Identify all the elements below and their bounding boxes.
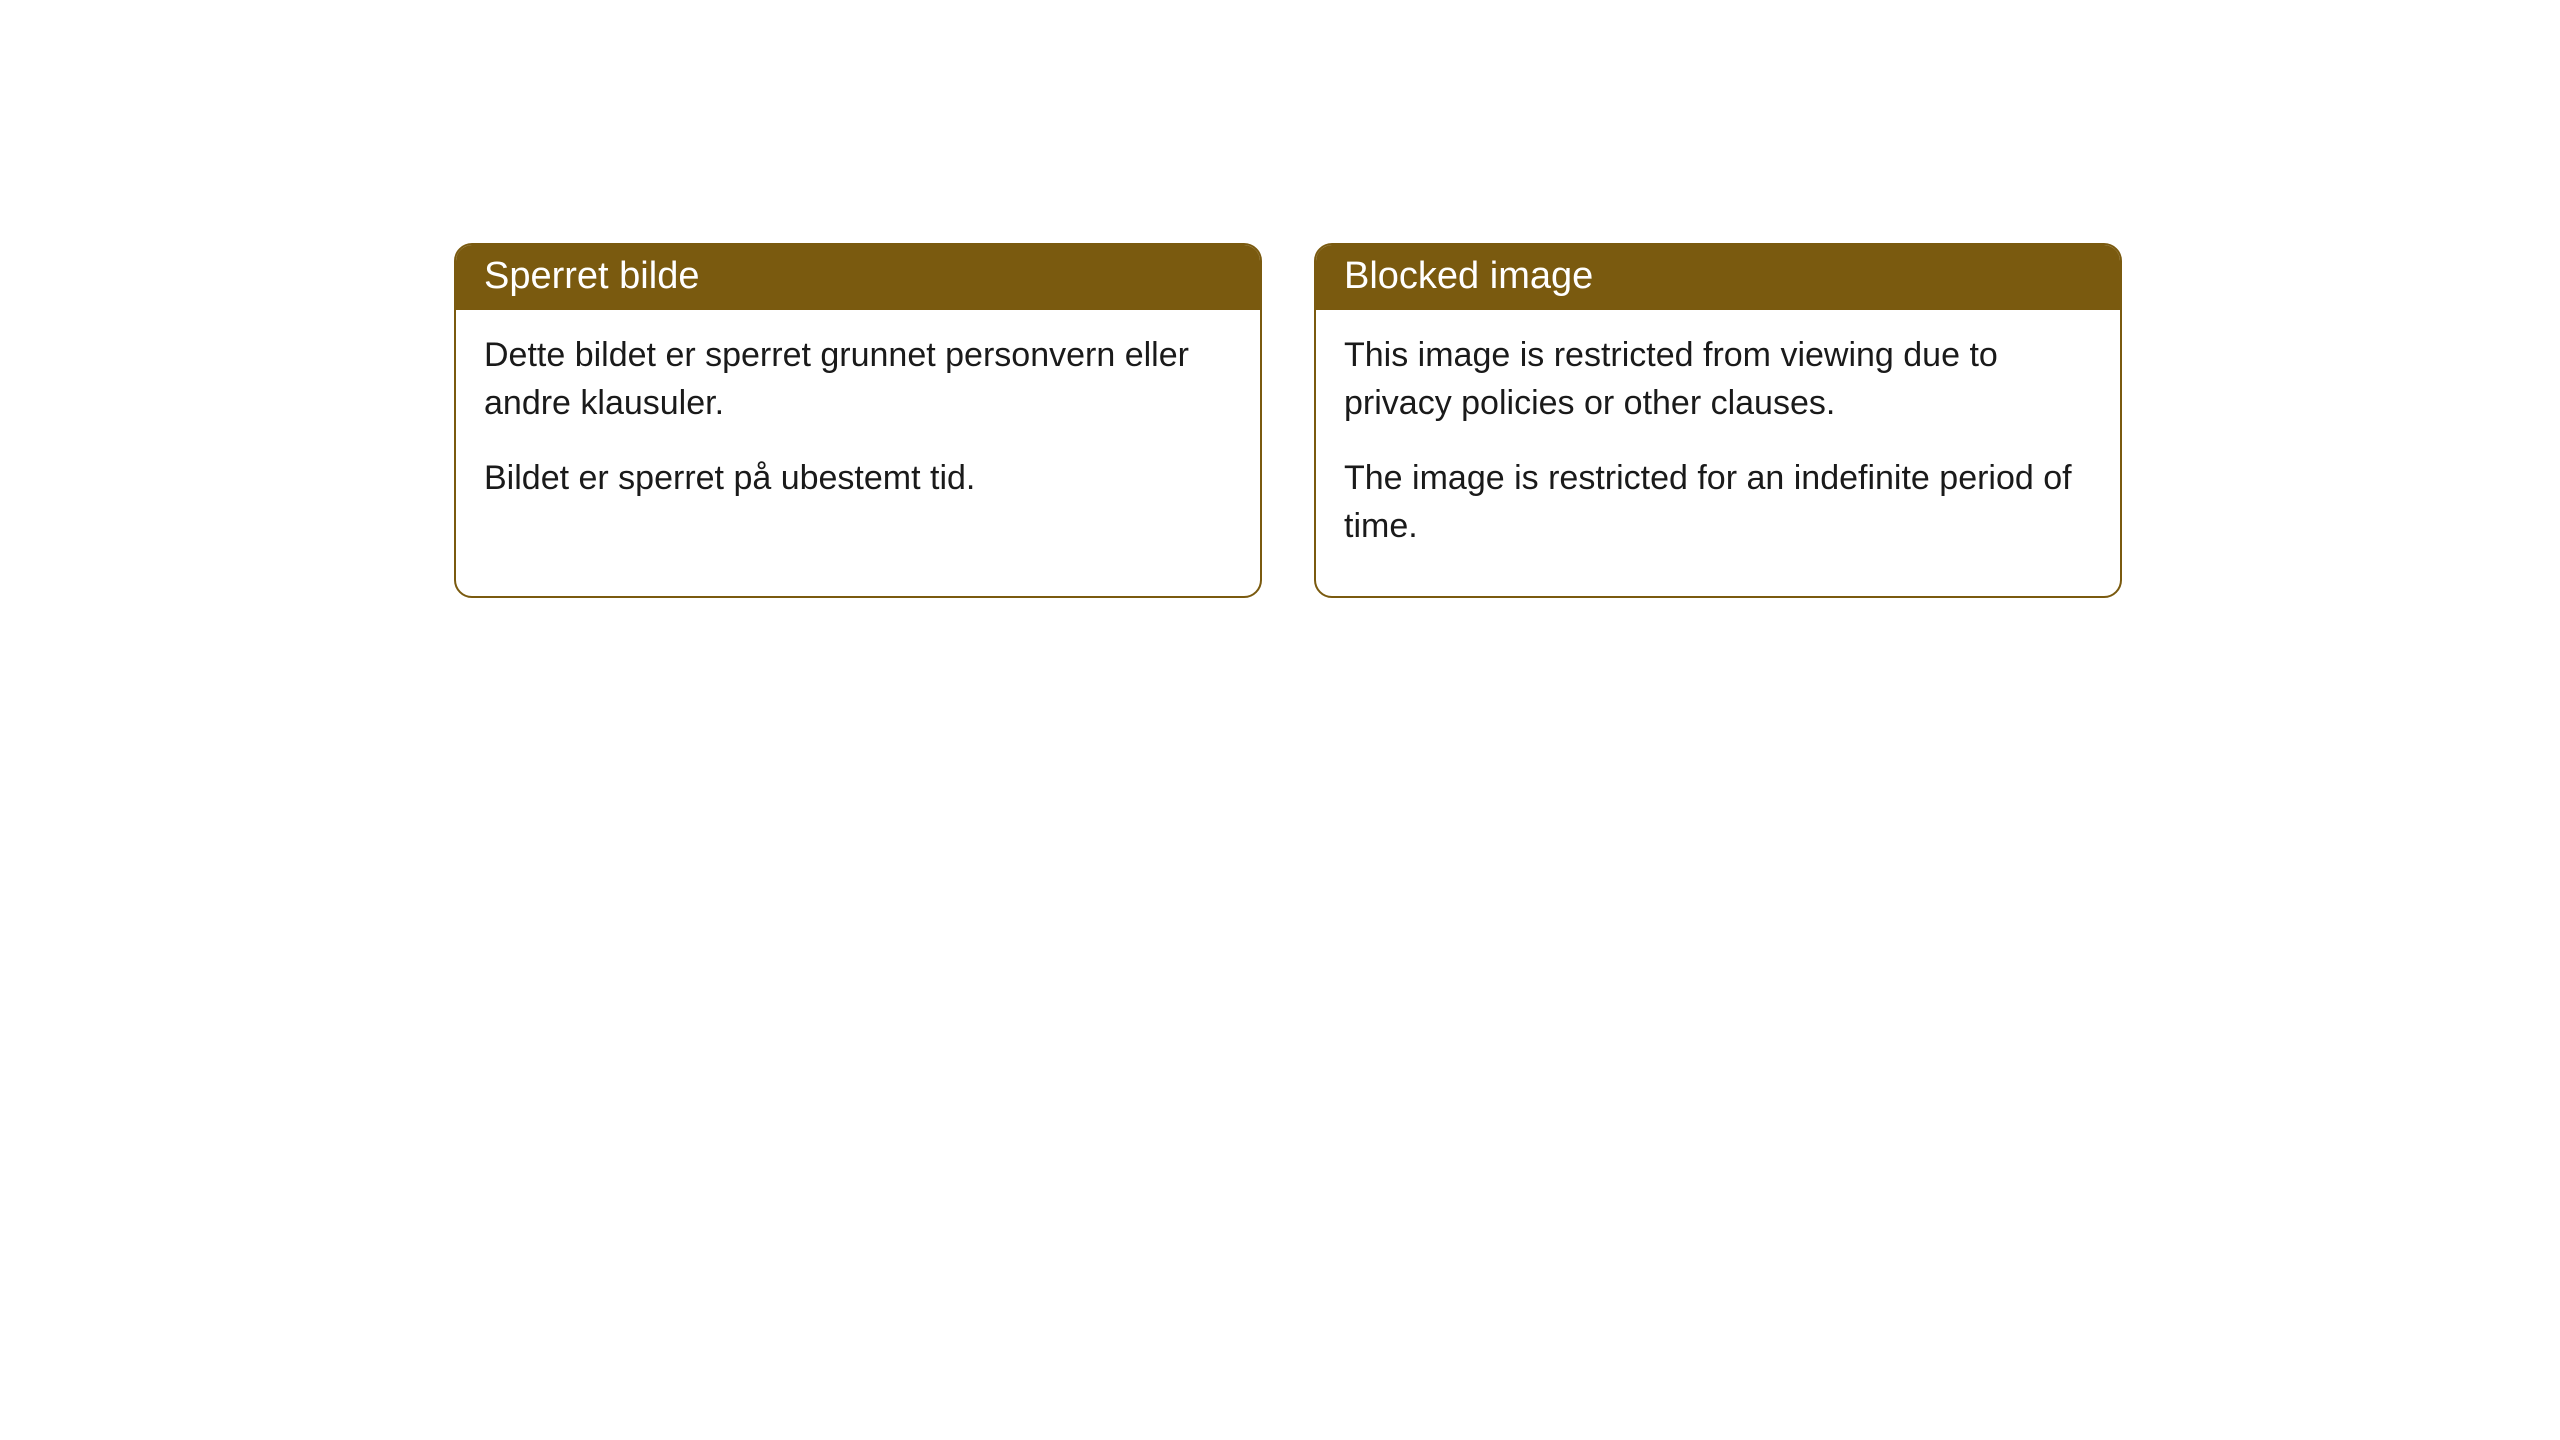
card-title: Sperret bilde	[484, 255, 699, 297]
card-header: Sperret bilde	[456, 245, 1260, 310]
card-paragraph-2: Bildet er sperret på ubestemt tid.	[484, 455, 1232, 503]
card-paragraph-1: This image is restricted from viewing du…	[1344, 332, 2092, 427]
card-title: Blocked image	[1344, 255, 1593, 297]
blocked-image-card-english: Blocked image This image is restricted f…	[1314, 243, 2122, 598]
card-paragraph-1: Dette bildet er sperret grunnet personve…	[484, 332, 1232, 427]
notice-cards-container: Sperret bilde Dette bildet er sperret gr…	[454, 243, 2122, 598]
card-paragraph-2: The image is restricted for an indefinit…	[1344, 455, 2092, 550]
blocked-image-card-norwegian: Sperret bilde Dette bildet er sperret gr…	[454, 243, 1262, 598]
card-body: Dette bildet er sperret grunnet personve…	[456, 310, 1260, 549]
card-header: Blocked image	[1316, 245, 2120, 310]
card-body: This image is restricted from viewing du…	[1316, 310, 2120, 596]
